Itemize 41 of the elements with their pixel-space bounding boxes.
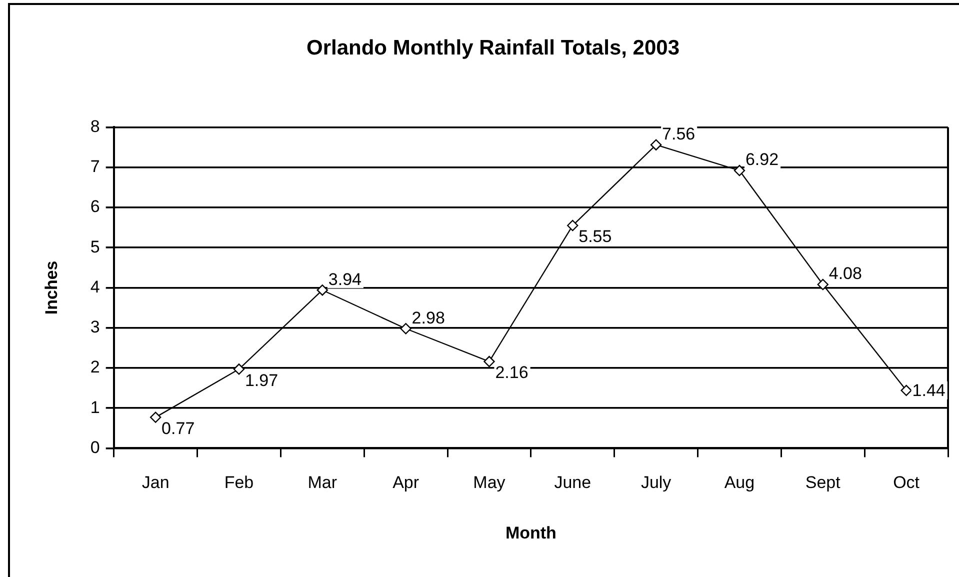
data-label: 7.56 <box>662 124 696 144</box>
data-label: 5.55 <box>578 227 612 246</box>
x-tick-label: May <box>473 473 506 492</box>
data-label: 6.92 <box>745 150 779 170</box>
data-label: 4.08 <box>828 264 862 284</box>
point <box>734 164 746 176</box>
y-axis-title: Inches <box>42 260 61 315</box>
y-tick-label: 3 <box>90 318 100 337</box>
x-tick-label: Jan <box>142 473 170 492</box>
data-label: 3.94 <box>328 270 362 289</box>
y-tick-label: 8 <box>90 116 100 136</box>
point <box>400 323 412 334</box>
point <box>233 364 245 375</box>
data-label: 2.16 <box>495 363 528 382</box>
point <box>817 278 828 290</box>
y-tick-label: 5 <box>90 237 100 256</box>
y-tick-label: 6 <box>90 197 100 216</box>
x-tick-label: July <box>640 473 672 492</box>
x-tick-label: Aug <box>724 473 755 492</box>
point <box>900 384 912 396</box>
data-label: 0.77 <box>162 418 195 438</box>
data-label: 1.97 <box>244 370 278 390</box>
data-label: 1.44 <box>912 381 946 400</box>
point <box>484 356 495 368</box>
x-tick-label: Sept <box>805 473 841 492</box>
y-tick-label: 1 <box>90 398 100 417</box>
x-tick-label: June <box>554 473 592 492</box>
point <box>150 412 162 423</box>
chart-title: Orlando Monthly Rainfall Totals, 2003 <box>306 36 680 60</box>
x-tick-label: Mar <box>308 473 338 492</box>
y-tick-label: 2 <box>90 358 100 377</box>
data-label: 2.98 <box>412 308 445 328</box>
point <box>316 284 328 296</box>
y-tick-label: 4 <box>90 277 100 296</box>
y-tick-label: 7 <box>90 157 100 176</box>
point <box>567 220 578 232</box>
x-tick-label: Oct <box>893 473 920 492</box>
x-tick-label: Feb <box>224 473 254 492</box>
x-tick-label: Apr <box>392 473 420 492</box>
y-tick-label: 0 <box>90 438 100 457</box>
point <box>650 139 662 150</box>
